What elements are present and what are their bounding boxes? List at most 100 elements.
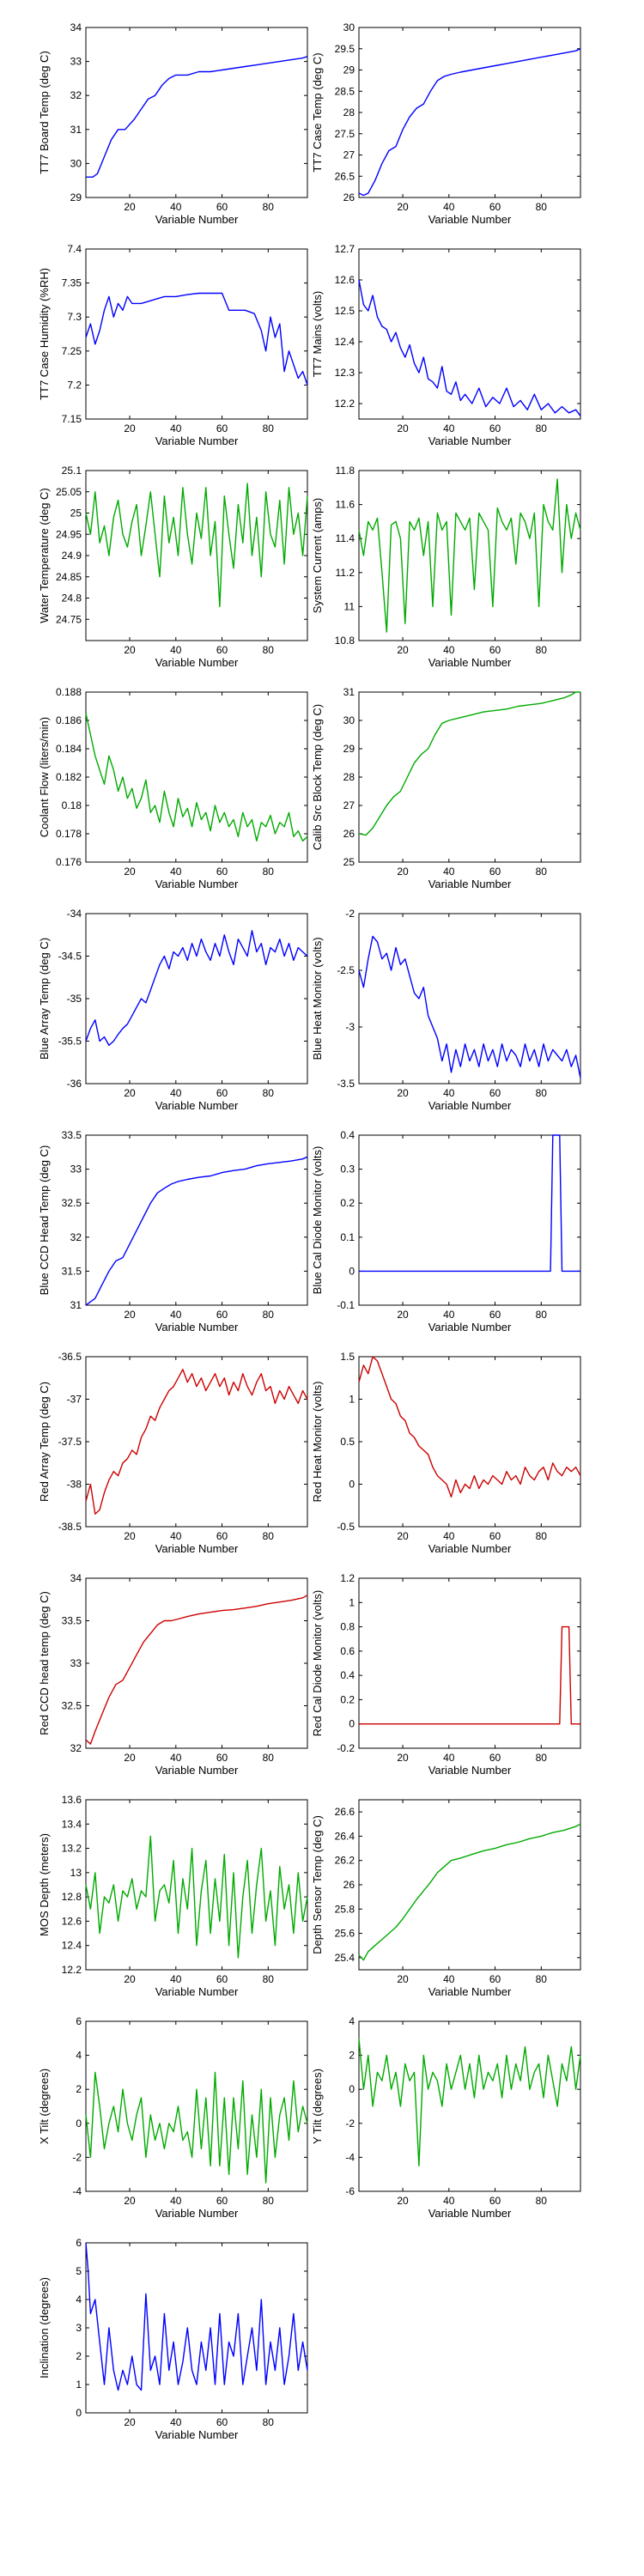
x-tick-label: 80 — [536, 1752, 548, 1764]
chart-panel-15: 20 40 60 80 -0.2 0 0.2 0.4 0.6 0.8 1 1.2 Variable Nu… — [311, 1572, 581, 1777]
y-tick-label: 26.5 — [335, 170, 355, 182]
y-tick-label: 24.85 — [56, 571, 82, 583]
y-tick-label: 33 — [70, 1163, 82, 1176]
x-tick-label: 80 — [536, 1087, 548, 1099]
plot-frame — [358, 248, 581, 420]
x-tick-label: 40 — [443, 422, 455, 434]
x-tick-label: 60 — [216, 1752, 228, 1764]
y-tick-label: 33.5 — [62, 1615, 82, 1627]
x-tick-label: 40 — [170, 2195, 182, 2207]
plot-frame — [358, 1577, 581, 1749]
y-axis-label: Water Temperature (deg C) — [38, 488, 51, 623]
x-axis-label: Variable Number — [428, 1985, 512, 1998]
y-tick-label: -0.5 — [337, 1521, 355, 1533]
x-axis-label: Variable Number — [155, 878, 239, 890]
y-axis-label: TT7 Mains (volts) — [311, 291, 324, 377]
y-tick-label: 0.4 — [340, 1129, 355, 1141]
x-tick-label: 40 — [170, 1530, 182, 1542]
x-axis-label: Variable Number — [428, 656, 512, 669]
chart-panel-6: 20 40 60 80 0.176 0.178 0.18 0.182 0.184 0.186 0.1… — [38, 686, 308, 890]
x-tick-label: 80 — [263, 1752, 275, 1764]
x-tick-label: 20 — [124, 1530, 136, 1542]
y-tick-label: 5 — [76, 2265, 82, 2277]
y-axis-label: System Current (amps) — [311, 498, 324, 613]
y-tick-label: 0.18 — [62, 799, 82, 811]
y-tick-label: 4 — [76, 2050, 82, 2062]
x-tick-label: 40 — [170, 1973, 182, 1985]
y-tick-label: 31 — [343, 686, 355, 698]
y-tick-label: 0.178 — [56, 828, 82, 840]
y-tick-label: 13.6 — [62, 1794, 82, 1806]
chart-panel-7: 20 40 60 80 25 26 27 28 29 30 31 Variable Number Cal… — [311, 686, 581, 890]
x-tick-label: 60 — [216, 422, 228, 434]
y-axis-label: TT7 Case Temp (deg C) — [311, 52, 324, 172]
x-tick-label: 80 — [536, 1973, 548, 1985]
y-tick-label: 13 — [70, 1867, 82, 1879]
x-tick-label: 40 — [170, 2416, 182, 2428]
y-tick-label: 0 — [76, 2117, 82, 2129]
y-tick-label: 12.2 — [62, 1964, 82, 1976]
y-tick-label: -35 — [67, 993, 82, 1005]
x-tick-label: 40 — [170, 1087, 182, 1099]
x-tick-label: 20 — [124, 1087, 136, 1099]
x-tick-label: 80 — [263, 1309, 275, 1321]
x-tick-label: 40 — [443, 2195, 455, 2207]
x-tick-label: 60 — [489, 2195, 501, 2207]
y-axis-label: Red CCD head temp (deg C) — [38, 1591, 51, 1735]
y-tick-label: -36 — [67, 1078, 82, 1090]
y-tick-label: 24.75 — [56, 613, 82, 625]
x-tick-label: 80 — [536, 422, 548, 434]
plot-frame — [358, 2020, 581, 2192]
y-tick-label: 0.3 — [340, 1163, 355, 1176]
series-line-0 — [85, 292, 308, 386]
plot-frame — [85, 1134, 308, 1306]
y-tick-label: 24.9 — [62, 550, 82, 562]
y-tick-label: 0.8 — [340, 1621, 355, 1633]
y-tick-label: 27.5 — [335, 128, 355, 140]
x-tick-label: 60 — [216, 2416, 228, 2428]
y-tick-label: 11.2 — [336, 567, 355, 579]
series-line-0 — [85, 1595, 308, 1745]
plot-frame — [358, 1134, 581, 1306]
x-tick-label: 80 — [536, 1530, 548, 1542]
chart-panel-5: 20 40 60 80 10.8 11 11.2 11.4 11.6 11.8 Variable N… — [311, 465, 581, 669]
y-tick-label: 34 — [70, 21, 82, 33]
y-tick-label: 12.8 — [62, 1891, 82, 1903]
x-tick-label: 80 — [536, 201, 548, 213]
chart-panel-17: 20 40 60 80 25.4 25.6 25.8 26 26.2 26.4 26.6 Variab… — [311, 1799, 581, 1998]
plot-frame — [358, 913, 581, 1084]
x-tick-label: 60 — [489, 866, 501, 878]
chart-panel-16: 20 40 60 80 12.2 12.4 12.6 12.8 13 13.2 13.4 13.6 Va… — [38, 1794, 308, 1998]
chart-panel-4: 20 40 60 80 24.75 24.8 24.85 24.9 24.95 25 25.05 25… — [38, 465, 308, 669]
y-axis-label: MOS Depth (meters) — [38, 1833, 51, 1936]
plot-frame — [358, 470, 581, 641]
y-tick-label: 0.182 — [56, 771, 82, 783]
y-tick-label: 12.4 — [62, 1940, 82, 1952]
x-tick-label: 60 — [489, 1973, 501, 1985]
y-tick-label: 7.3 — [67, 311, 82, 323]
y-tick-label: 30 — [343, 714, 355, 726]
y-tick-label: 33 — [70, 1657, 82, 1669]
y-tick-label: 0.6 — [340, 1645, 355, 1657]
x-tick-label: 40 — [170, 201, 182, 213]
x-axis-label: Variable Number — [155, 2428, 239, 2441]
series-line-0 — [358, 1356, 581, 1498]
plot-frame — [358, 1799, 581, 1971]
y-tick-label: 1 — [349, 1596, 355, 1608]
x-tick-label: 60 — [216, 2195, 228, 2207]
series-line-0 — [358, 2038, 581, 2167]
series-line-0 — [85, 2242, 308, 2391]
series-line-0 — [85, 1156, 308, 1306]
y-tick-label: 11.6 — [336, 499, 355, 511]
y-axis-label: Blue Cal Diode Monitor (volts) — [311, 1146, 324, 1295]
series-line-0 — [358, 935, 581, 1078]
y-tick-label: 26.4 — [335, 1830, 355, 1842]
y-axis-label: Inclination (degrees) — [38, 2277, 51, 2379]
y-axis-label: Red Array Temp (deg C) — [38, 1382, 51, 1502]
y-tick-label: 12.2 — [335, 398, 355, 410]
y-tick-label: 31 — [70, 1299, 82, 1311]
y-tick-label: 32.5 — [62, 1197, 82, 1209]
x-axis-label: Variable Number — [155, 2207, 239, 2220]
y-tick-label: -34 — [67, 908, 82, 920]
x-tick-label: 40 — [170, 644, 182, 656]
